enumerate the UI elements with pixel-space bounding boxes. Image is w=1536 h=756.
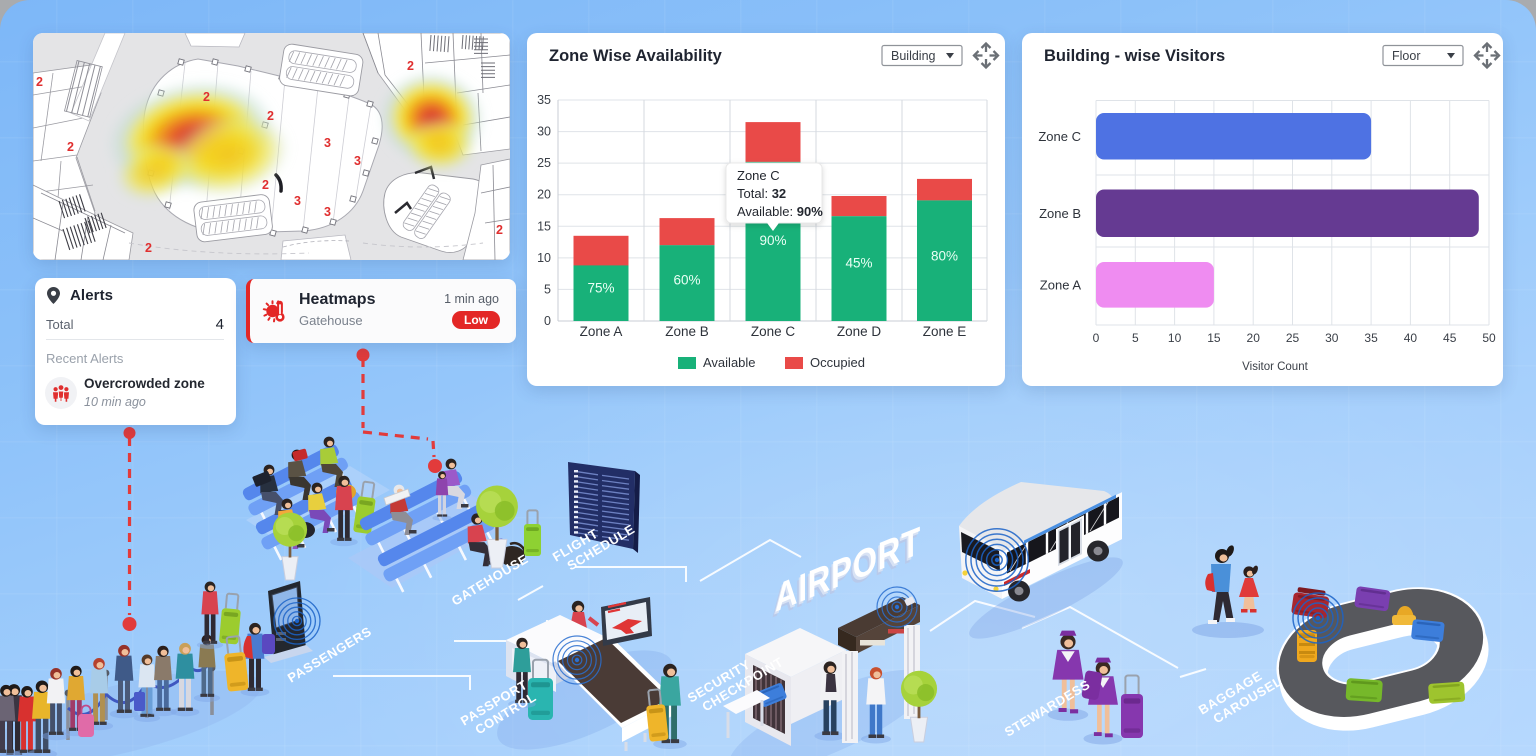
svg-text:2: 2 [145, 241, 152, 255]
svg-text:80%: 80% [931, 248, 958, 263]
svg-text:2: 2 [262, 178, 269, 192]
svg-text:45%: 45% [845, 255, 872, 270]
svg-text:60%: 60% [673, 272, 700, 287]
svg-text:2: 2 [36, 75, 43, 89]
svg-text:20: 20 [537, 188, 551, 202]
svg-text:35: 35 [1364, 331, 1378, 345]
svg-text:3: 3 [324, 205, 331, 219]
svg-text:20: 20 [1247, 331, 1261, 345]
svg-text:0: 0 [544, 314, 551, 328]
svg-text:2: 2 [407, 59, 414, 73]
svg-text:30: 30 [1325, 331, 1339, 345]
svg-text:3: 3 [324, 136, 331, 150]
svg-text:Building: Building [891, 49, 936, 63]
svg-text:Zone Wise Availability: Zone Wise Availability [549, 47, 723, 65]
svg-text:25: 25 [1286, 331, 1300, 345]
svg-text:25: 25 [537, 156, 551, 170]
svg-text:15: 15 [1207, 331, 1221, 345]
svg-text:Visitor Count: Visitor Count [1242, 361, 1308, 373]
svg-text:Zone B: Zone B [1039, 206, 1081, 221]
svg-text:10: 10 [1168, 331, 1182, 345]
svg-text:30: 30 [537, 125, 551, 139]
svg-text:3: 3 [354, 154, 361, 168]
svg-text:Zone D: Zone D [837, 324, 882, 339]
svg-text:5: 5 [1132, 331, 1139, 345]
svg-text:50: 50 [1482, 331, 1496, 345]
svg-text:Zone B: Zone B [665, 324, 709, 339]
svg-text:5: 5 [544, 282, 551, 296]
svg-text:Building - wise Visitors: Building - wise Visitors [1044, 47, 1225, 65]
svg-text:Zone C: Zone C [751, 324, 796, 339]
svg-text:75%: 75% [587, 281, 614, 296]
svg-text:Available: 90%: Available: 90% [737, 204, 823, 219]
svg-text:2: 2 [67, 140, 74, 154]
svg-text:Zone C: Zone C [1038, 129, 1081, 144]
svg-text:90%: 90% [759, 233, 786, 248]
svg-text:Total: 32: Total: 32 [737, 186, 786, 201]
svg-text:3: 3 [294, 194, 301, 208]
svg-text:45: 45 [1443, 331, 1457, 345]
svg-text:Occupied: Occupied [810, 355, 865, 370]
svg-text:40: 40 [1404, 331, 1418, 345]
svg-text:35: 35 [537, 93, 551, 107]
svg-text:Zone E: Zone E [923, 324, 967, 339]
svg-text:Floor: Floor [1392, 49, 1420, 63]
svg-text:Zone A: Zone A [1040, 277, 1082, 292]
svg-text:2: 2 [267, 109, 274, 123]
svg-text:10: 10 [537, 251, 551, 265]
svg-text:STEWARDESS: STEWARDESS [1002, 677, 1093, 740]
svg-text:2: 2 [203, 90, 210, 104]
svg-text:0: 0 [1093, 331, 1100, 345]
svg-text:Available: Available [703, 355, 756, 370]
svg-text:15: 15 [537, 219, 551, 233]
svg-text:Zone A: Zone A [580, 324, 623, 339]
svg-text:Zone C: Zone C [737, 168, 780, 183]
svg-text:2: 2 [496, 223, 503, 237]
